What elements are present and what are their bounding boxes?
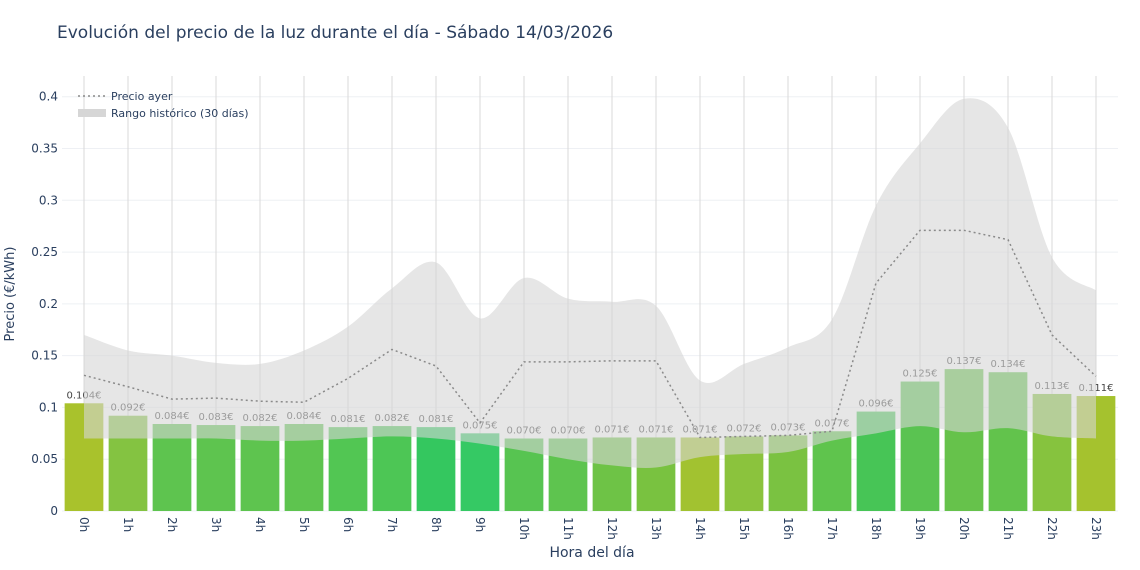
x-tick-label: 23h: [1089, 517, 1103, 540]
line: [83, 229, 1097, 439]
bar: [372, 426, 412, 511]
x-tick-label: 21h: [1001, 517, 1015, 540]
x-tick-label: 9h: [473, 517, 487, 532]
x-tick-label: 22h: [1045, 517, 1059, 540]
x-tick-label: 20h: [957, 517, 971, 540]
x-tick-label: 10h: [517, 517, 531, 540]
x-tick-label: 13h: [649, 517, 663, 540]
x-tick-label: 11h: [561, 517, 575, 540]
legend-label: Rango histórico (30 días): [111, 107, 249, 120]
y-tick-label: 0.05: [31, 452, 58, 466]
bar: [196, 425, 236, 511]
x-tick-label: 8h: [429, 517, 443, 532]
x-tick-label: 4h: [253, 517, 267, 532]
x-tick-label: 3h: [209, 517, 223, 532]
range-area: [84, 98, 1096, 468]
x-axis-title: Hora del día: [549, 545, 634, 561]
y-tick-label: 0.35: [31, 142, 58, 156]
bar: [416, 427, 456, 511]
x-tick-label: 2h: [165, 517, 179, 532]
y-tick-label: 0.15: [31, 349, 58, 363]
legend-label: Precio ayer: [111, 90, 173, 103]
y-tick-label: 0.1: [39, 400, 58, 414]
x-tick-label: 17h: [825, 517, 839, 540]
y-axis-title: Precio (€/kWh): [3, 247, 18, 342]
x-tick-label: 16h: [781, 517, 795, 540]
x-tick-label: 5h: [297, 517, 311, 532]
x-tick-label: 7h: [385, 517, 399, 532]
y-tick-label: 0.3: [39, 193, 58, 207]
bar: [328, 427, 368, 511]
x-tick-label: 12h: [605, 517, 619, 540]
x-tick-label: 19h: [913, 517, 927, 540]
y-tick-label: 0.4: [39, 90, 58, 104]
x-tick-label: 18h: [869, 517, 883, 540]
chart-title: Evolución del precio de la luz durante e…: [57, 23, 613, 43]
y-tick-label: 0.25: [31, 245, 58, 259]
x-tick-label: 14h: [693, 517, 707, 540]
x-tick-label: 1h: [121, 517, 135, 532]
y-tick-label: 0: [50, 504, 58, 518]
x-tick-label: 6h: [341, 517, 355, 532]
bar: [460, 433, 500, 511]
x-tick-label: 15h: [737, 517, 751, 540]
legend-swatch: [78, 109, 106, 117]
x-tick-label: 0h: [77, 517, 91, 532]
bar: [812, 431, 852, 511]
y-tick-label: 0.2: [39, 297, 58, 311]
